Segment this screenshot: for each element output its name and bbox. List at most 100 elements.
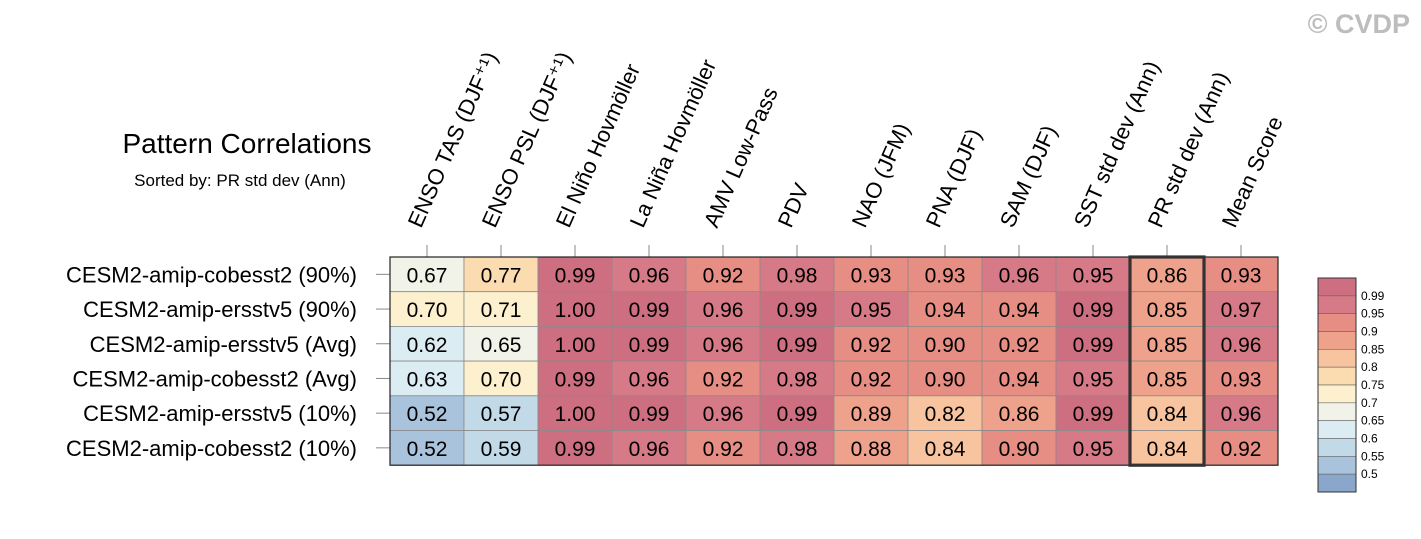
colorbar-label: 0.6 [1361, 432, 1378, 446]
cell-value: 0.93 [1221, 264, 1262, 287]
colorbar-swatch [1317, 473, 1357, 493]
cell-value: 0.95 [1073, 368, 1114, 391]
colorbar-frame [1317, 277, 1357, 493]
cell-value: 0.84 [925, 438, 966, 461]
cell-value: 0.84 [1147, 438, 1188, 461]
cell-value: 0.99 [1073, 334, 1114, 357]
heatmap-cell [1055, 395, 1131, 431]
heatmap-cell [463, 430, 539, 466]
cell-value: 0.95 [1073, 438, 1114, 461]
colorbar-label: 0.75 [1361, 378, 1385, 392]
heatmap-cell [759, 256, 835, 293]
highlighted-column-frame [1128, 255, 1206, 467]
cell-value: 0.92 [703, 368, 744, 391]
cell-value: 0.67 [407, 264, 448, 287]
colorbar-swatch [1317, 331, 1357, 350]
cell-value: 0.77 [481, 264, 522, 287]
heatmap-cell [611, 395, 687, 431]
cell-value: 0.52 [407, 403, 448, 426]
cell-value: 0.92 [851, 368, 892, 391]
cell-value: 0.99 [555, 368, 596, 391]
cell-value: 0.90 [925, 334, 966, 357]
cell-value: 1.00 [555, 334, 596, 357]
cell-value: 0.99 [1073, 299, 1114, 322]
heatmap-cell [611, 325, 687, 362]
heatmap-cell [537, 325, 613, 362]
cell-value: 0.85 [1147, 334, 1188, 357]
heatmap-cell [833, 395, 909, 431]
cell-value: 0.92 [703, 438, 744, 461]
colorbar-swatch [1317, 438, 1357, 457]
cell-value: 0.90 [999, 438, 1040, 461]
cell-value: 0.85 [1147, 299, 1188, 322]
cell-value: 0.95 [1073, 264, 1114, 287]
row-label: CESM2-amip-ersstv5 (90%) [83, 297, 357, 322]
cell-value: 0.98 [777, 264, 818, 287]
row-label: CESM2-amip-ersstv5 (10%) [83, 401, 357, 426]
heatmap-cell [907, 256, 983, 293]
heatmap-cell [1203, 325, 1279, 362]
heatmap-cell [907, 395, 983, 431]
column-header: Mean Score [1217, 112, 1288, 231]
cell-value: 0.93 [851, 264, 892, 287]
column-header: SAM (DJF) [995, 122, 1062, 232]
heatmap-cell [981, 256, 1057, 293]
colorbar-label: 0.7 [1361, 396, 1378, 410]
cell-value: 0.94 [925, 299, 966, 322]
cell-value: 0.84 [1147, 403, 1188, 426]
heatmap-cell [1203, 430, 1279, 466]
heatmap-cell [1129, 325, 1205, 362]
heatmap-cell [833, 325, 909, 362]
cell-value: 0.62 [407, 334, 448, 357]
heatmap-cell [1055, 291, 1131, 327]
cell-value: 0.99 [555, 264, 596, 287]
cell-value: 0.99 [777, 403, 818, 426]
cell-value: 0.70 [407, 299, 448, 322]
colorbar-swatch [1317, 456, 1357, 475]
cell-value: 0.96 [629, 264, 670, 287]
colorbar-swatch [1317, 313, 1357, 332]
heatmap-cell [389, 291, 465, 327]
colorbar-label: 0.65 [1361, 414, 1385, 428]
colorbar-swatch [1317, 295, 1357, 314]
cell-value: 0.92 [703, 264, 744, 287]
heatmap-cell [981, 325, 1057, 362]
heatmap-cell [759, 395, 835, 431]
colorbar-label: 0.8 [1361, 360, 1378, 374]
cell-value: 0.96 [703, 334, 744, 357]
cell-value: 0.59 [481, 438, 522, 461]
heatmap-cell [611, 430, 687, 466]
heatmap-cells: 0.67 0.77 0.99 0.96 0.92 0.98 0.93 0.93 0.96 0.95… [389, 255, 1279, 467]
colorbar-swatch [1317, 277, 1357, 297]
cell-value: 0.93 [925, 264, 966, 287]
chart-subtitle: Sorted by: PR std dev (Ann) [134, 171, 346, 190]
cell-value: 0.71 [481, 299, 522, 322]
colorbar-swatch [1317, 420, 1357, 439]
column-header: AMV Low-Pass [699, 83, 783, 231]
cell-value: 0.70 [481, 368, 522, 391]
cell-value: 0.99 [629, 299, 670, 322]
heatmap-cell [1203, 395, 1279, 431]
watermark: © CVDP [1308, 9, 1410, 39]
cell-value: 0.92 [999, 334, 1040, 357]
colorbar-swatch [1317, 349, 1357, 368]
colorbar-label: 0.5 [1361, 467, 1378, 481]
cell-value: 0.98 [777, 438, 818, 461]
heatmap-cell [685, 430, 761, 466]
colorbar-label: 0.9 [1361, 325, 1378, 339]
column-header: PDV [773, 179, 814, 231]
cell-value: 0.99 [629, 403, 670, 426]
cell-value: 0.94 [999, 299, 1040, 322]
heatmap-cell [389, 360, 465, 397]
heatmap-cell [685, 395, 761, 431]
cell-value: 0.97 [1221, 299, 1262, 322]
heatmap-cell [537, 430, 613, 466]
cell-value: 0.89 [851, 403, 892, 426]
cell-value: 0.90 [925, 368, 966, 391]
cell-value: 0.85 [1147, 368, 1188, 391]
cell-value: 0.95 [851, 299, 892, 322]
heatmap-cell [463, 325, 539, 362]
cell-value: 0.57 [481, 403, 522, 426]
cell-value: 0.96 [629, 438, 670, 461]
